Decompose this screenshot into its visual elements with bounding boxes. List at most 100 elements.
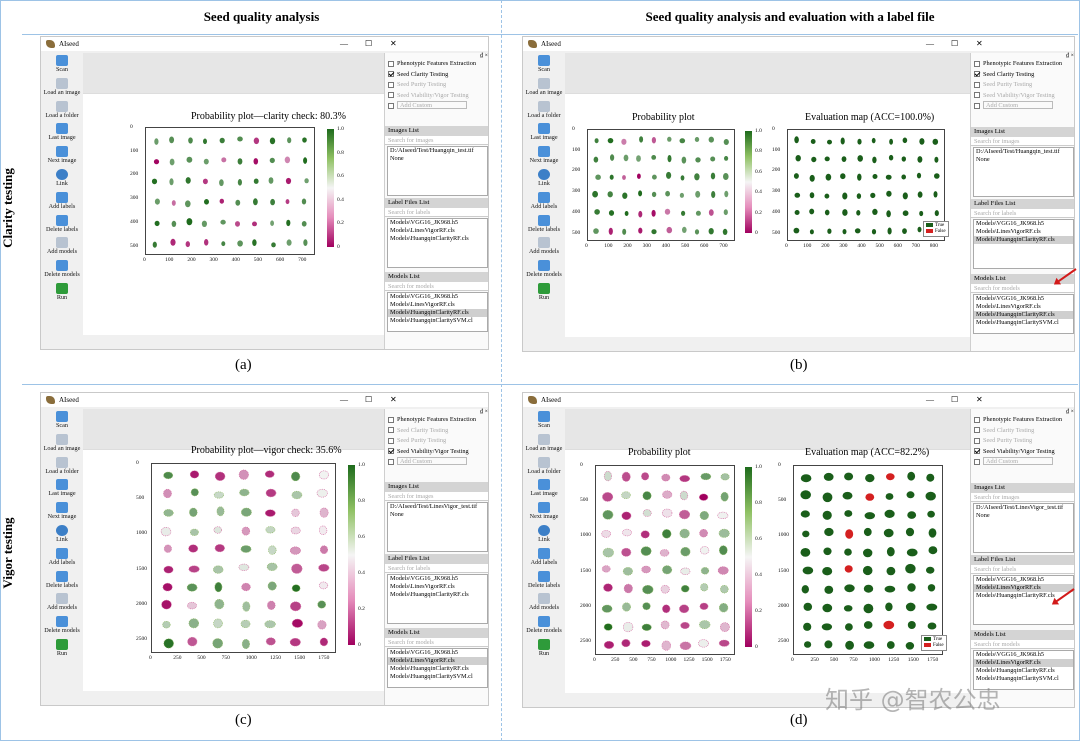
close-button[interactable]: ✕ — [390, 395, 397, 404]
search-models-input[interactable]: Search for models — [385, 282, 488, 292]
label-file-item[interactable]: Models\LinesVigorRF.cls — [390, 583, 455, 591]
model-item[interactable]: Models\HuangqinClarityRF.cls — [976, 666, 1055, 674]
toolbar-button-load-an-image[interactable]: Load an image — [41, 433, 83, 452]
toolbar-button-load-a-folder[interactable]: Load a folder — [523, 456, 565, 475]
model-item[interactable]: Models\VGG16_JK968.h5 — [390, 649, 459, 657]
model-item[interactable]: Models\HuangqinClaritySVM.cl — [976, 674, 1059, 682]
label-file-item[interactable]: Models\HuangqinClarityRF.cls — [976, 592, 1055, 600]
toolbar-button-delete-labels[interactable]: Delete labels — [523, 570, 565, 589]
maximize-button[interactable]: ☐ — [365, 395, 373, 404]
checkbox-custom[interactable]: Add Custom — [388, 457, 467, 467]
add-custom-field[interactable]: Add Custom — [397, 457, 467, 465]
toolbar-button-scan[interactable]: Scan — [523, 411, 565, 429]
toolbar-button-next-image[interactable]: Next image — [523, 502, 565, 520]
toolbar-button-link[interactable]: Link — [41, 525, 83, 543]
search-images-input[interactable]: Search for images — [971, 136, 1074, 146]
search-labels-input[interactable]: Search for labels — [971, 209, 1074, 219]
images-list-item[interactable]: D:/AIseed/Test/LinesVigor_test.tif — [976, 503, 1064, 511]
toolbar-button-delete-labels[interactable]: Delete labels — [41, 570, 83, 589]
toolbar-button-load-an-image[interactable]: Load an image — [523, 77, 565, 96]
toolbar-button-load-an-image[interactable]: Load an image — [523, 433, 565, 452]
minimize-button[interactable]: — — [340, 39, 348, 48]
checkbox-box[interactable] — [974, 92, 980, 99]
label-file-item[interactable]: Models\HuangqinClarityRF.cls — [390, 235, 469, 243]
model-item[interactable]: Models\LinesVigorRF.cls — [388, 657, 487, 666]
checkbox-box[interactable] — [388, 427, 394, 434]
label-file-item[interactable]: Models\HuangqinClarityRF.cls — [974, 236, 1073, 245]
checkbox-box[interactable] — [388, 416, 394, 423]
checkbox-box[interactable] — [974, 437, 980, 444]
toolbar-button-delete-models[interactable]: Delete models — [523, 616, 565, 634]
checkbox-purity[interactable]: Seed Purity Testing — [974, 436, 1032, 446]
checkbox-phenotypic[interactable]: Phenotypic Features Extraction — [388, 59, 476, 69]
checkbox-clarity[interactable]: Seed Clarity Testing — [974, 426, 1034, 436]
minimize-button[interactable]: — — [340, 395, 348, 404]
toolbar-button-run[interactable]: Run — [523, 639, 565, 657]
toolbar-button-last-image[interactable]: Last image — [523, 479, 565, 497]
toolbar-button-add-labels[interactable]: Add labels — [523, 547, 565, 566]
toolbar-button-last-image[interactable]: Last image — [41, 479, 83, 497]
toolbar-button-link[interactable]: Link — [41, 169, 83, 187]
checkbox-clarity[interactable]: Seed Clarity Testing — [388, 70, 448, 80]
checkbox-box[interactable] — [974, 60, 980, 67]
label-file-item[interactable]: Models\VGG16_JK968.h5 — [390, 575, 459, 583]
checkbox-box[interactable] — [388, 448, 394, 455]
checkbox-clarity[interactable]: Seed Clarity Testing — [388, 426, 448, 436]
checkbox-phenotypic[interactable]: Phenotypic Features Extraction — [974, 59, 1062, 69]
checkbox-custom[interactable]: Add Custom — [974, 101, 1053, 111]
checkbox-box[interactable] — [388, 458, 394, 465]
toolbar-button-link[interactable]: Link — [523, 169, 565, 187]
search-models-input[interactable]: Search for models — [385, 638, 488, 648]
toolbar-button-last-image[interactable]: Last image — [523, 123, 565, 141]
toolbar-button-run[interactable]: Run — [523, 283, 565, 301]
toolbar-button-next-image[interactable]: Next image — [523, 146, 565, 164]
add-custom-field[interactable]: Add Custom — [983, 457, 1053, 465]
toolbar-button-load-a-folder[interactable]: Load a folder — [41, 456, 83, 475]
search-models-input[interactable]: Search for models — [971, 283, 1074, 293]
toolbar-button-load-a-folder[interactable]: Load a folder — [41, 100, 83, 119]
minimize-button[interactable]: — — [926, 395, 934, 404]
label-file-item[interactable]: Models\HuangqinClarityRF.cls — [390, 591, 469, 599]
checkbox-vigor[interactable]: Seed Viability/Vigor Testing — [974, 447, 1055, 457]
label-file-item[interactable]: Models\LinesVigorRF.cls — [976, 228, 1041, 236]
checkbox-purity[interactable]: Seed Purity Testing — [974, 80, 1032, 90]
toolbar-button-next-image[interactable]: Next image — [41, 146, 83, 164]
toolbar-button-add-labels[interactable]: Add labels — [41, 191, 83, 210]
toolbar-button-link[interactable]: Link — [523, 525, 565, 543]
toolbar-button-run[interactable]: Run — [41, 639, 83, 657]
checkbox-box[interactable] — [974, 427, 980, 434]
toolbar-button-delete-models[interactable]: Delete models — [41, 616, 83, 634]
model-item[interactable]: Models\VGG16_JK968.h5 — [390, 293, 459, 301]
checkbox-box[interactable] — [974, 102, 980, 109]
model-item[interactable]: Models\HuangqinClaritySVM.cl — [390, 673, 473, 681]
toolbar-button-load-a-folder[interactable]: Load a folder — [523, 100, 565, 119]
toolbar-button-add-labels[interactable]: Add labels — [523, 191, 565, 210]
checkbox-phenotypic[interactable]: Phenotypic Features Extraction — [974, 415, 1062, 425]
toolbar-button-add-models[interactable]: Add models — [523, 593, 565, 611]
checkbox-vigor[interactable]: Seed Viability/Vigor Testing — [388, 447, 469, 457]
minimize-button[interactable]: — — [926, 39, 934, 48]
search-labels-input[interactable]: Search for labels — [971, 565, 1074, 575]
model-item[interactable]: Models\HuangqinClarityRF.cls — [390, 665, 469, 673]
checkbox-box[interactable] — [974, 81, 980, 88]
add-custom-field[interactable]: Add Custom — [983, 101, 1053, 109]
model-item[interactable]: Models\HuangqinClarityRF.cls — [388, 309, 487, 318]
checkbox-box[interactable] — [974, 448, 980, 455]
checkbox-box[interactable] — [388, 81, 394, 88]
model-item[interactable]: Models\HuangqinClaritySVM.cl — [390, 317, 473, 325]
dock-controls[interactable]: ₫ × — [1066, 53, 1074, 59]
checkbox-box[interactable] — [388, 60, 394, 67]
search-models-input[interactable]: Search for models — [971, 639, 1074, 649]
checkbox-custom[interactable]: Add Custom — [388, 101, 467, 111]
search-images-input[interactable]: Search for images — [385, 492, 488, 501]
dock-controls[interactable]: ₫ × — [480, 53, 488, 59]
model-item[interactable]: Models\LinesVigorRF.cls — [974, 658, 1073, 667]
checkbox-box[interactable] — [388, 437, 394, 444]
checkbox-box[interactable] — [974, 416, 980, 423]
checkbox-purity[interactable]: Seed Purity Testing — [388, 80, 446, 90]
dock-controls[interactable]: ₫ × — [480, 409, 488, 415]
images-list-item[interactable]: D:/AIseed/Test/Huangqin_test.tif — [976, 147, 1060, 155]
checkbox-custom[interactable]: Add Custom — [974, 457, 1053, 467]
model-item[interactable]: Models\LinesVigorRF.cls — [390, 301, 455, 309]
toolbar-button-delete-labels[interactable]: Delete labels — [523, 214, 565, 233]
